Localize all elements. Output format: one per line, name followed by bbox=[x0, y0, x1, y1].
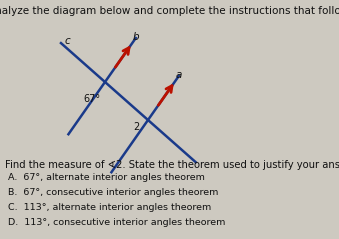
Text: D.  113°, consecutive interior angles theorem: D. 113°, consecutive interior angles the… bbox=[8, 218, 225, 227]
Text: 2: 2 bbox=[133, 122, 139, 132]
Text: 67°: 67° bbox=[83, 94, 100, 104]
Text: C.  113°, alternate interior angles theorem: C. 113°, alternate interior angles theor… bbox=[8, 203, 211, 212]
Text: c: c bbox=[64, 36, 70, 46]
Text: A.  67°, alternate interior angles theorem: A. 67°, alternate interior angles theore… bbox=[8, 173, 205, 182]
Text: b: b bbox=[133, 32, 139, 42]
Text: B.  67°, consecutive interior angles theorem: B. 67°, consecutive interior angles theo… bbox=[8, 188, 218, 197]
Text: Analyze the diagram below and complete the instructions that follow.: Analyze the diagram below and complete t… bbox=[0, 6, 339, 16]
Text: Find the measure of ∢2. State the theorem used to justify your answer.: Find the measure of ∢2. State the theore… bbox=[5, 160, 339, 170]
Text: a: a bbox=[176, 70, 182, 80]
